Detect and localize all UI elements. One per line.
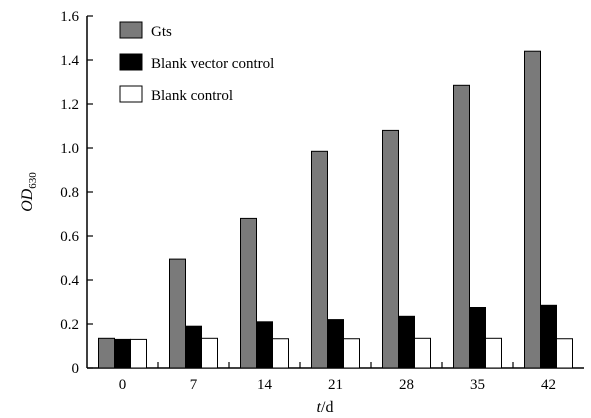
bar bbox=[398, 315, 415, 369]
x-tick-label: 21 bbox=[328, 377, 343, 393]
y-tick-label: 0.6 bbox=[60, 229, 79, 245]
y-tick-label: 1.2 bbox=[60, 97, 79, 113]
bar bbox=[272, 338, 289, 369]
bar bbox=[185, 325, 202, 369]
bar bbox=[485, 337, 502, 369]
x-tick-label: 0 bbox=[119, 377, 127, 393]
x-tick-label: 35 bbox=[470, 377, 485, 393]
y-axis-label-main: OD bbox=[19, 188, 36, 212]
x-axis-label: t/d bbox=[317, 399, 334, 416]
bar bbox=[130, 338, 147, 369]
bar bbox=[98, 337, 115, 369]
legend-label: Blank control bbox=[151, 88, 233, 104]
x-tick-label: 7 bbox=[190, 377, 198, 393]
y-tick-label: 0 bbox=[72, 361, 80, 377]
bar bbox=[240, 217, 257, 369]
bar bbox=[382, 129, 399, 369]
bar bbox=[343, 338, 360, 369]
y-tick-label: 0.8 bbox=[60, 185, 79, 201]
y-axis-label: OD630 bbox=[19, 172, 39, 212]
bar bbox=[414, 337, 431, 369]
y-tick-label: 0.4 bbox=[60, 273, 79, 289]
x-axis-label-italic: t bbox=[317, 399, 322, 416]
bar bbox=[169, 258, 186, 369]
legend-label: Gts bbox=[151, 24, 172, 40]
bar bbox=[114, 338, 131, 369]
legend-swatch bbox=[119, 21, 143, 39]
legend-swatch bbox=[119, 53, 143, 71]
bar bbox=[540, 304, 557, 369]
bar bbox=[556, 338, 573, 369]
y-axis: 0 0.2 0.4 0.6 0.8 1.0 1.2 1.4 1.6 bbox=[60, 9, 93, 377]
y-tick-label: 0.2 bbox=[60, 317, 79, 333]
legend: Gts Blank vector control Blank control bbox=[119, 21, 274, 104]
bar bbox=[453, 84, 470, 369]
bars bbox=[98, 50, 573, 369]
y-axis-label-subscript: 630 bbox=[27, 172, 39, 189]
x-tick-label: 42 bbox=[541, 377, 556, 393]
legend-label: Blank vector control bbox=[151, 56, 274, 72]
x-tick-label: 14 bbox=[257, 377, 273, 393]
x-axis-label-unit: /d bbox=[321, 399, 333, 416]
legend-swatch bbox=[119, 85, 143, 103]
bar bbox=[201, 337, 218, 369]
bar bbox=[524, 50, 541, 369]
bar bbox=[469, 307, 486, 369]
x-tick-label: 28 bbox=[399, 377, 414, 393]
y-tick-label: 1.6 bbox=[60, 9, 79, 25]
y-tick-label: 1.0 bbox=[60, 141, 79, 157]
bar bbox=[311, 150, 328, 369]
y-tick-label: 1.4 bbox=[60, 53, 79, 69]
bar bbox=[256, 321, 273, 369]
bar bbox=[327, 319, 344, 369]
